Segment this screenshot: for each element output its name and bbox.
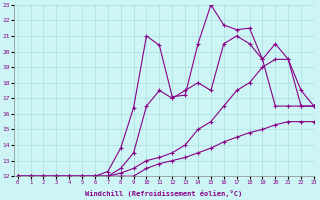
X-axis label: Windchill (Refroidissement éolien,°C): Windchill (Refroidissement éolien,°C) (85, 190, 243, 197)
